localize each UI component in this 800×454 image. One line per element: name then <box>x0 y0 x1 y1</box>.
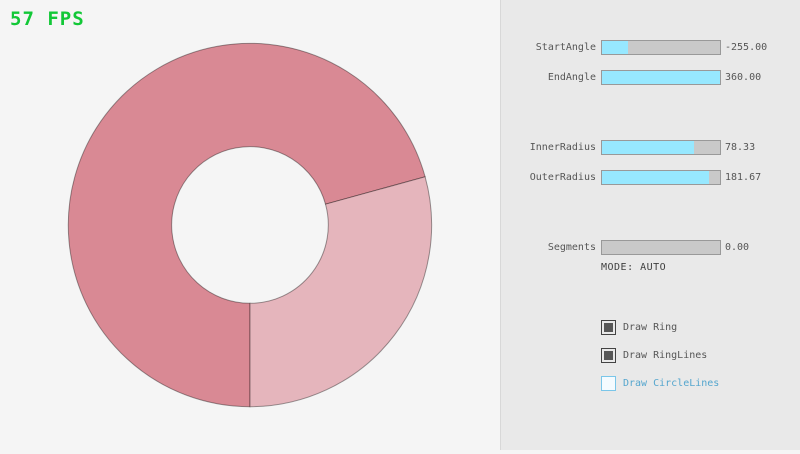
checkbox-checkmark <box>604 323 613 332</box>
slider-row-end-angle: EndAngle 360.00 <box>501 70 800 85</box>
render-canvas: 57 FPS <box>10 8 433 408</box>
ring-sector-single <box>249 176 433 408</box>
fps-counter: 57 FPS <box>10 8 85 30</box>
segments-value: 0.00 <box>725 242 750 253</box>
ring-sector-double-overlap <box>67 42 426 408</box>
draw-ringlines-label: Draw RingLines <box>623 350 708 361</box>
segments-label: Segments <box>547 242 596 253</box>
draw-circlelines-label: Draw CircleLines <box>623 378 720 389</box>
draw-ringlines-checkbox[interactable] <box>601 348 616 363</box>
inner-radius-value: 78.33 <box>725 142 756 153</box>
outer-radius-slider[interactable] <box>601 170 721 185</box>
draw-ring-checkbox[interactable] <box>601 320 616 335</box>
outer-radius-label: OuterRadius <box>529 172 596 183</box>
ring-donut-shape <box>67 42 433 408</box>
segments-slider[interactable] <box>601 240 721 255</box>
start-angle-slider[interactable] <box>601 40 721 55</box>
slider-fill <box>602 171 710 184</box>
slider-row-outer-radius: OuterRadius 181.67 <box>501 170 800 185</box>
inner-radius-slider[interactable] <box>601 140 721 155</box>
start-angle-value: -255.00 <box>725 42 768 53</box>
slider-fill <box>602 41 628 54</box>
inner-radius-label: InnerRadius <box>529 142 596 153</box>
draw-circlelines-checkbox[interactable] <box>601 376 616 391</box>
slider-row-segments: Segments 0.00 <box>501 240 800 255</box>
slider-fill <box>602 71 720 84</box>
checkbox-checkmark <box>604 351 613 360</box>
slider-row-inner-radius: InnerRadius 78.33 <box>501 140 800 155</box>
end-angle-label: EndAngle <box>547 72 596 83</box>
mode-indicator: MODE: AUTO <box>601 262 667 273</box>
outer-radius-value: 181.67 <box>725 172 762 183</box>
slider-row-start-angle: StartAngle -255.00 <box>501 40 800 55</box>
draw-ring-label: Draw Ring <box>623 322 678 333</box>
controls-panel: StartAngle -255.00 EndAngle 360.00 Inner… <box>500 0 800 450</box>
end-angle-value: 360.00 <box>725 72 762 83</box>
end-angle-slider[interactable] <box>601 70 721 85</box>
start-angle-label: StartAngle <box>535 42 596 53</box>
slider-fill <box>602 141 695 154</box>
